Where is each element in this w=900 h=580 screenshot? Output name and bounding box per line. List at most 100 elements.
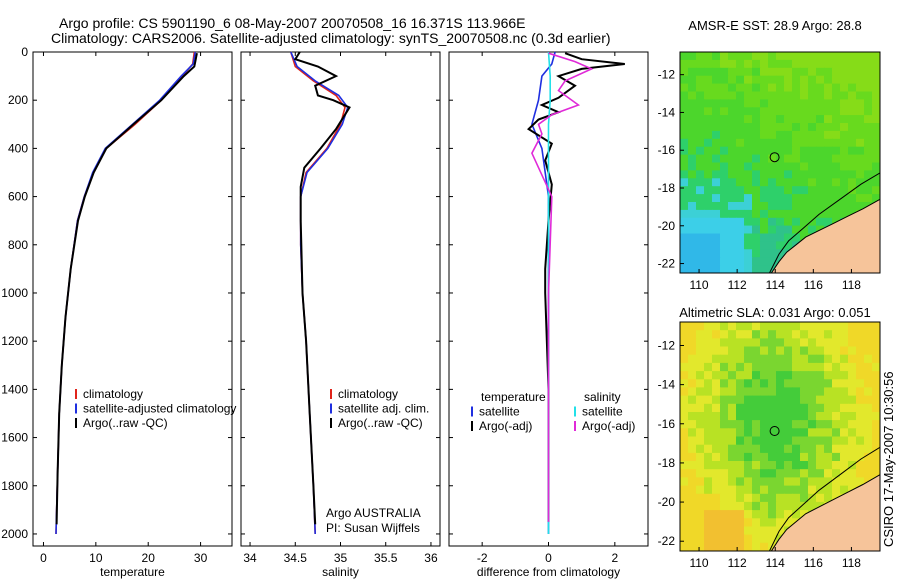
- field-cell: [736, 354, 745, 364]
- field-cell: [752, 146, 761, 156]
- field-cell: [680, 115, 689, 124]
- field-cell: [752, 534, 761, 544]
- field-cell: [808, 67, 817, 77]
- field-cell: [856, 154, 865, 164]
- field-cell: [856, 387, 865, 397]
- field-cell: [864, 461, 873, 470]
- field-cell: [728, 379, 737, 389]
- field-cell: [800, 170, 809, 179]
- field-cell: [712, 83, 721, 93]
- field-cell: [720, 338, 729, 348]
- field-cell: [856, 338, 865, 348]
- field-cell: [872, 322, 880, 331]
- field-cell: [832, 469, 841, 478]
- field-cell: [848, 52, 857, 61]
- field-cell: [728, 186, 737, 195]
- field-cell: [688, 501, 697, 511]
- field-cell: [736, 83, 745, 93]
- field-cell: [808, 428, 817, 438]
- field-cell: [808, 217, 817, 227]
- field-cell: [728, 354, 737, 364]
- field-cell: [712, 162, 721, 171]
- field-cell: [704, 330, 713, 339]
- field-cell: [832, 403, 841, 413]
- field-cell: [832, 154, 841, 164]
- field-cell: [688, 412, 697, 421]
- field-cell: [704, 338, 713, 348]
- field-cell: [792, 477, 801, 487]
- salinity-panel: 34 34.5 35 35.5 36 salinity climatologysatelli…: [240, 51, 441, 579]
- temperature-panel: 0 200 400 600 800 1000 1200 1400 1600 1800 2000 0 10…: [1, 45, 236, 579]
- field-cell: [800, 477, 809, 487]
- field-cell: [864, 130, 873, 140]
- field-cell: [776, 322, 785, 331]
- field-cell: [808, 154, 817, 164]
- salinity-x-axis-label: salinity: [322, 565, 359, 579]
- field-cell: [728, 209, 737, 219]
- field-cell: [688, 461, 697, 470]
- field-cell: [696, 379, 705, 389]
- field-cell: [680, 83, 689, 93]
- field-cell: [720, 526, 729, 536]
- field-cell: [736, 162, 745, 171]
- field-cell: [784, 493, 793, 503]
- field-cell: [680, 469, 689, 478]
- field-cell: [736, 403, 745, 413]
- field-cell: [744, 52, 753, 61]
- field-cell: [872, 354, 880, 364]
- field-cell: [792, 59, 801, 69]
- field-cell: [816, 202, 825, 211]
- field-cell: [856, 170, 865, 179]
- field-cell: [824, 485, 833, 495]
- field-cell: [736, 123, 745, 132]
- field-cell: [872, 436, 880, 446]
- field-cell: [832, 338, 841, 348]
- field-cell: [768, 75, 777, 85]
- field-cell: [696, 162, 705, 171]
- field-cell: [832, 395, 841, 405]
- x-tick-label: 35: [334, 551, 348, 565]
- field-cell: [744, 526, 753, 536]
- field-cell: [712, 477, 721, 487]
- field-cell: [696, 130, 705, 140]
- field-cell: [720, 217, 729, 227]
- field-cell: [680, 436, 689, 446]
- field-cell: [864, 178, 873, 187]
- field-cell: [704, 186, 713, 195]
- field-cell: [784, 322, 793, 331]
- field-cell: [696, 362, 705, 372]
- field-cell: [784, 178, 793, 187]
- field-cell: [712, 322, 721, 331]
- field-cell: [688, 403, 697, 413]
- field-cell: [736, 412, 745, 421]
- field-cell: [712, 186, 721, 195]
- field-cell: [696, 493, 705, 503]
- field-cell: [760, 162, 769, 171]
- field-cell: [768, 403, 777, 413]
- field-cell: [760, 257, 769, 266]
- field-cell: [744, 202, 753, 211]
- x-tick-label: 0: [40, 551, 47, 565]
- field-cell: [712, 338, 721, 348]
- x-tick-label: 34: [243, 551, 257, 565]
- field-cell: [696, 99, 705, 108]
- field-cell: [800, 91, 809, 100]
- field-cell: [824, 138, 833, 148]
- field-cell: [824, 194, 833, 203]
- field-cell: [752, 322, 761, 331]
- field-cell: [840, 395, 849, 405]
- field-cell: [768, 91, 777, 100]
- field-cell: [800, 338, 809, 348]
- field-cell: [760, 338, 769, 348]
- field-cell: [696, 469, 705, 478]
- field-cell: [736, 501, 745, 511]
- field-cell: [864, 162, 873, 171]
- field-cell: [816, 469, 825, 478]
- field-cell: [768, 485, 777, 495]
- x-tick-label: 116: [804, 556, 823, 570]
- field-cell: [712, 330, 721, 339]
- field-cell: [688, 379, 697, 389]
- field-cell: [840, 452, 849, 462]
- field-cell: [800, 379, 809, 389]
